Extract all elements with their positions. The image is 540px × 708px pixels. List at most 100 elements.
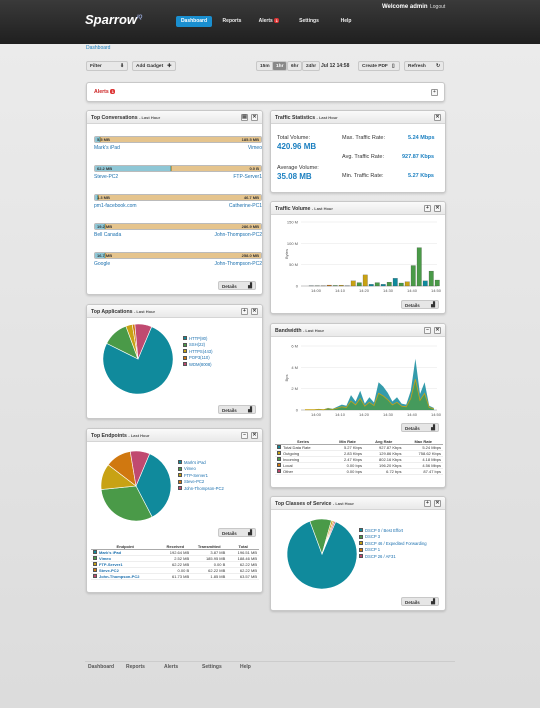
left-host[interactable]: Bell Canada — [94, 232, 122, 238]
left-host[interactable]: Mark's iPad — [94, 145, 120, 151]
legend-item[interactable]: Steve-PC2 — [178, 479, 224, 486]
details-button[interactable]: Details ▟ — [218, 405, 256, 414]
expand-button[interactable]: + — [431, 89, 438, 96]
settings-icon[interactable]: ▤ — [241, 114, 248, 121]
expand-icon[interactable]: + — [241, 308, 248, 315]
nav-help[interactable]: Help — [340, 18, 352, 24]
footer-alerts[interactable]: Alerts — [164, 664, 179, 670]
close-icon[interactable]: ✕ — [434, 500, 441, 507]
table-row[interactable]: Mark's iPad 192.64 MB 3.87 MB 196.51 MB — [91, 550, 259, 556]
conversation-row[interactable]: 19.2 MB 286.9 MB Bell Canada John-Thomps… — [94, 223, 262, 238]
breadcrumb[interactable]: Dashboard — [86, 45, 111, 51]
add-gadget-button[interactable]: Add Gadget ✚ — [132, 61, 176, 71]
legend-item[interactable]: WDM(8008) — [183, 361, 213, 368]
nav-settings[interactable]: Settings — [299, 18, 319, 24]
footer-help[interactable]: Help — [240, 664, 251, 670]
footer-settings[interactable]: Settings — [202, 664, 222, 670]
logo[interactable]: SparrowIQ — [85, 12, 143, 27]
column-header[interactable]: Endpoint — [116, 544, 134, 550]
right-host[interactable]: FTP-Server1 — [233, 174, 262, 180]
details-button[interactable]: Details ▟ — [401, 423, 439, 432]
legend-item[interactable]: FTP-Server1 — [178, 472, 224, 479]
right-host[interactable]: Vimeo — [247, 145, 262, 151]
top-conversations-panel: Top Conversations - Last Hour ▤ ✕ 5.5 MB… — [86, 110, 263, 295]
legend-item[interactable]: SSH(22) — [183, 342, 213, 349]
table-row[interactable]: John-Thompson-PC2 61.73 MB 1.85 MB 63.57 MB — [91, 574, 259, 580]
legend-item[interactable]: HTTP(80) — [183, 335, 213, 342]
legend-item[interactable]: HTTPS(443) — [183, 348, 213, 355]
right-value: 286.9 MB — [241, 224, 259, 229]
right-host[interactable]: Catherine-PC1 — [228, 203, 262, 209]
right-value: 185.5 MB — [241, 137, 259, 142]
close-icon[interactable]: ✕ — [434, 114, 441, 121]
column-header[interactable]: Avg Rate — [375, 439, 393, 445]
left-host[interactable]: Steve-PC2 — [94, 174, 119, 180]
expand-icon[interactable]: + — [424, 205, 431, 212]
range-6hr[interactable]: 6hr — [287, 61, 303, 71]
legend-item[interactable]: POP3(110) — [183, 355, 213, 362]
left-host[interactable]: Google — [94, 261, 111, 267]
conversation-row[interactable]: 5.5 MB 185.5 MB Mark's iPad Vimeo — [94, 136, 262, 151]
nav-alerts[interactable]: Alerts 1 — [258, 18, 280, 24]
legend-item[interactable]: John-Thompson-PC2 — [178, 485, 224, 492]
column-header[interactable]: Transmitted — [197, 544, 221, 550]
table-cell: 5.24 Mbps — [422, 445, 441, 451]
legend-item[interactable]: DSCP 46 / Expedited Forwarding — [359, 540, 427, 547]
close-icon[interactable]: ✕ — [251, 432, 258, 439]
table-row: Total Data Rate 5.27 Kbps 927.87 Kbps 5.24 … — [275, 445, 443, 451]
volume-bar — [356, 282, 362, 287]
logout-link[interactable]: Logout — [430, 4, 446, 10]
footer-dashboard[interactable]: Dashboard — [88, 664, 115, 670]
close-icon[interactable]: ✕ — [434, 327, 441, 334]
nav-reports[interactable]: Reports — [222, 18, 242, 24]
legend-item[interactable]: Vimeo — [178, 466, 224, 473]
min-rate-value: 5.27 Kbps — [408, 173, 434, 179]
column-header[interactable]: Series — [297, 439, 310, 445]
column-header[interactable]: Max Rate — [414, 439, 433, 445]
legend-item[interactable]: DSCP 0 / Best Effort — [359, 527, 427, 534]
legend-label: Mark's iPad — [184, 459, 206, 465]
refresh-button[interactable]: Refresh ↻ — [404, 61, 444, 71]
close-icon[interactable]: ✕ — [251, 114, 258, 121]
row-swatch — [93, 550, 97, 555]
left-host[interactable]: pm1-facebook.com — [94, 203, 137, 209]
table-cell: 5.27 Kbps — [343, 445, 362, 451]
create-pdf-button[interactable]: Create PDF ▯ — [358, 61, 400, 71]
close-icon[interactable]: ✕ — [251, 308, 258, 315]
table-row[interactable]: Steve-PC2 0.00 B 62.22 MB 62.22 MB — [91, 568, 259, 574]
details-button[interactable]: Details ▟ — [218, 281, 256, 290]
range-1hr[interactable]: 1hr — [272, 61, 288, 71]
right-host[interactable]: John-Thompson-PC2 — [214, 232, 262, 238]
collapse-icon[interactable]: – — [241, 432, 248, 439]
expand-icon[interactable]: + — [424, 500, 431, 507]
legend-item[interactable]: DSCP 26 / AF31 — [359, 553, 427, 560]
table-row: Local 0.00 bps 196.20 Kbps 4.56 Mbps — [275, 463, 443, 469]
column-header[interactable]: Total — [238, 544, 248, 550]
details-button[interactable]: Details ▟ — [401, 300, 439, 309]
footer-reports[interactable]: Reports — [126, 664, 145, 670]
conversation-row[interactable]: 62.2 MB 0.0 B Steve-PC2 FTP-Server1 — [94, 165, 262, 180]
details-button[interactable]: Details ▟ — [218, 528, 256, 537]
column-header[interactable]: Received — [166, 544, 185, 550]
alerts-title[interactable]: Alerts 1 — [94, 89, 116, 95]
details-button[interactable]: Details ▟ — [401, 597, 439, 606]
range-15m[interactable]: 15m — [256, 61, 274, 71]
legend-item[interactable]: Mark's iPad — [178, 459, 224, 466]
table-row[interactable]: FTP-Server1 62.22 MB 0.00 B 62.22 MB — [91, 562, 259, 568]
right-host[interactable]: John-Thompson-PC2 — [214, 261, 262, 267]
close-icon[interactable]: ✕ — [434, 205, 441, 212]
left-value: 5.5 MB — [97, 137, 110, 142]
nav-dashboard[interactable]: Dashboard — [176, 16, 212, 27]
legend-swatch — [359, 534, 363, 539]
volume-bar — [326, 284, 332, 287]
table-row[interactable]: Vimeo 2.52 MB 185.95 MB 188.46 MB — [91, 556, 259, 562]
conversation-row[interactable]: 16.7 MB 258.0 MB Google John-Thompson-PC… — [94, 252, 262, 267]
filter-button[interactable]: Filter ⬇ — [86, 61, 128, 71]
legend-item[interactable]: DSCP 1 — [359, 547, 427, 554]
legend-item[interactable]: DSCP 3 — [359, 534, 427, 541]
panel-header: Top Applications - Last Hour + ✕ — [87, 305, 262, 318]
collapse-icon[interactable]: – — [424, 327, 431, 334]
range-24hr[interactable]: 24hr — [302, 61, 321, 71]
conversation-row[interactable]: 1.3 MB 46.7 MB pm1-facebook.com Catherin… — [94, 194, 262, 209]
column-header[interactable]: Min Rate — [339, 439, 356, 445]
